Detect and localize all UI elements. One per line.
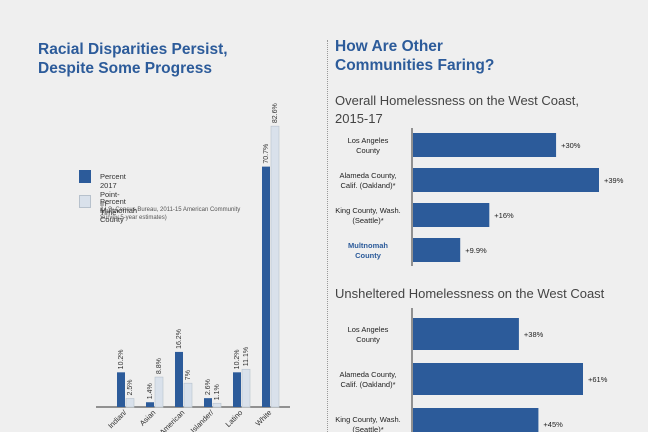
category-label-2-line0: King County, Wash. <box>335 206 400 215</box>
bar-county-1 <box>154 376 164 408</box>
bar-pit-1 <box>146 402 154 407</box>
category-label-1-line1: Calif. (Oakland)* <box>340 380 395 389</box>
category-label-2-line1: (Seattle)* <box>352 216 383 225</box>
left-panel-title: Racial Disparities Persist, Despite Some… <box>38 40 228 78</box>
category-label-1-line0: Alameda County, <box>340 370 397 379</box>
bar-county-3 <box>212 402 222 408</box>
bar-county-4 <box>241 368 251 408</box>
data-label-pit-5: 70.7% <box>263 144 270 164</box>
data-label-pit-2: 16.2% <box>176 329 183 349</box>
legend-note-county: (U.S. Census Bureau, 2011-15 American Co… <box>100 207 241 221</box>
right-title-line1: How Are Other <box>335 38 443 55</box>
category-label-2-line0: King County, Wash. <box>335 415 400 424</box>
category-label-0-line0: Los Angeles <box>348 325 389 334</box>
category-label-1-line1: Calif. (Oakland)* <box>340 181 395 190</box>
unsheltered-chart-title: Unsheltered Homelessness on the West Coa… <box>335 286 605 301</box>
data-label-pit-3: 2.6% <box>205 379 212 395</box>
legend-swatch-county <box>79 195 91 208</box>
data-label-county-4: 11.1% <box>243 347 250 366</box>
legend-swatch-pit <box>79 170 91 183</box>
bar-pit-5 <box>262 166 270 407</box>
value-label-0: +38% <box>524 330 544 339</box>
data-label-pit-4: 10.2% <box>234 349 241 369</box>
bar-county-0 <box>125 398 135 408</box>
category-label-0-line0: Los Angeles <box>348 136 389 145</box>
data-label-county-5: 82.6% <box>272 103 279 123</box>
overall-title-line1: Overall Homelessness on the West Coast, <box>335 93 579 108</box>
category-label-0: Indian/ <box>106 407 129 430</box>
overall-chart-title: Overall Homelessness on the West Coast, … <box>335 92 579 128</box>
data-label-pit-0: 10.2% <box>118 349 125 369</box>
right-title-line2: Communities Faring? <box>335 57 495 74</box>
category-label-0-line1: County <box>356 335 380 344</box>
bar-county-2 <box>183 382 193 408</box>
right-panel-title: How Are Other Communities Faring? <box>335 37 494 75</box>
category-label-3-line0: Multnomah <box>348 241 388 250</box>
bar-pit-4 <box>233 372 241 407</box>
bar-pit-3 <box>204 398 212 407</box>
category-label-3: Islander/ <box>189 407 216 432</box>
legend-label-county: Percent Multnomah County <box>100 197 138 224</box>
data-label-county-1: 8.8% <box>156 358 163 374</box>
value-label-2: +16% <box>494 211 514 220</box>
bar-pit-2 <box>175 351 183 407</box>
category-label-0-line1: County <box>356 146 380 155</box>
left-title-line2: Despite Some Progress <box>38 60 213 77</box>
bar-county-5 <box>270 125 280 408</box>
category-label-5: White <box>253 408 273 428</box>
panel-divider <box>327 40 328 432</box>
value-label-3: +9.9% <box>465 246 487 255</box>
legend-label-pit: Percent 2017 Point-In-Time* <box>100 172 126 217</box>
overall-title-line2: 2015-17 <box>335 111 383 126</box>
bar-2 <box>413 203 490 227</box>
value-label-0: +30% <box>561 141 581 150</box>
category-label-2-line1: (Seattle)* <box>352 425 383 432</box>
category-label-4: Latino <box>224 408 245 429</box>
bar-1 <box>413 168 599 192</box>
racial-disparities-chart: 10.2% 2.5% Indian/1.4% 8.8% Asian 16.2% 7% Amer… <box>96 103 290 432</box>
bar-pit-0 <box>117 372 125 407</box>
category-label-3-line1: County <box>355 251 382 260</box>
bar-2 <box>413 408 539 432</box>
value-label-1: +61% <box>588 375 608 384</box>
bar-0 <box>413 133 557 157</box>
value-label-2: +45% <box>543 420 563 429</box>
category-label-1: Asian <box>138 408 158 428</box>
left-title-line1: Racial Disparities Persist, <box>38 41 228 58</box>
bar-3 <box>413 238 461 262</box>
data-label-county-2: 7% <box>185 370 192 380</box>
category-label-2: American <box>158 408 187 432</box>
data-label-county-0: 2.5% <box>127 380 134 396</box>
data-label-county-3: 1.1% <box>214 384 221 400</box>
value-label-1: +39% <box>604 176 624 185</box>
bar-1 <box>413 363 583 395</box>
data-label-pit-1: 1.4% <box>147 383 154 399</box>
category-label-1-line0: Alameda County, <box>340 171 397 180</box>
bar-0 <box>413 318 519 350</box>
